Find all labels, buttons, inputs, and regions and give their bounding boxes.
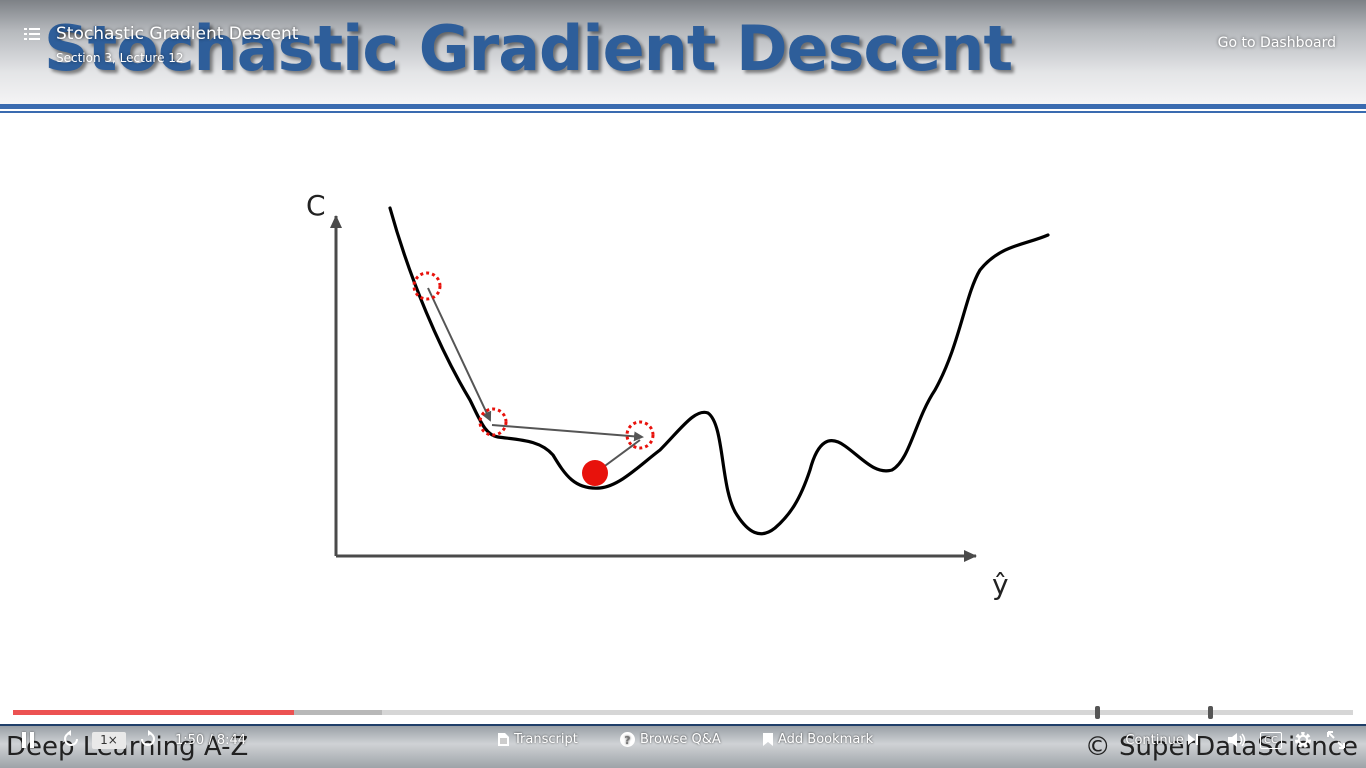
question-icon: ? <box>620 732 635 747</box>
slide-header-divider-thin <box>0 111 1366 113</box>
slide-footer-course: Deep Learning A-Z <box>6 732 249 762</box>
step-point-1 <box>412 271 442 301</box>
rewind-icon[interactable] <box>62 730 80 752</box>
add-bookmark-label: Add Bookmark <box>778 732 874 747</box>
browse-qa-label: Browse Q&A <box>640 732 721 747</box>
pause-icon[interactable] <box>22 732 36 748</box>
svg-text:?: ? <box>624 734 630 747</box>
settings-gear-icon[interactable] <box>1294 731 1312 753</box>
transcript-icon <box>498 733 509 746</box>
current-position-ball <box>582 460 608 486</box>
bookmark-icon <box>763 733 773 746</box>
playback-time: 1:50 / 8:44 <box>175 733 247 748</box>
curriculum-menu-icon[interactable] <box>24 28 40 42</box>
progress-played <box>13 710 295 715</box>
add-bookmark-button[interactable]: Add Bookmark <box>763 732 873 747</box>
fullscreen-icon[interactable] <box>1327 731 1345 753</box>
video-progress-bar[interactable] <box>13 706 1353 719</box>
browse-qa-button[interactable]: ? Browse Q&A <box>620 732 721 747</box>
transcript-label: Transcript <box>514 732 578 747</box>
bookmark-marker[interactable] <box>1208 706 1213 719</box>
forward-icon[interactable] <box>139 730 157 752</box>
step-arrow-1 <box>427 287 492 422</box>
slide-header: Stochastic Gradient Descent <box>0 0 1366 104</box>
continue-label: Continue <box>1125 733 1184 748</box>
cost-curve <box>388 206 1050 536</box>
step-arrow-2 <box>491 424 644 442</box>
transcript-button[interactable]: Transcript <box>498 732 578 747</box>
skip-next-icon <box>1188 734 1198 745</box>
playback-speed-button[interactable]: 1× <box>92 732 126 749</box>
player-top-bar: Stochastic Gradient Descent Section 3, L… <box>0 0 1366 90</box>
go-to-dashboard-link[interactable]: Go to Dashboard <box>1217 35 1336 51</box>
closed-captions-button[interactable]: CC <box>1260 732 1282 749</box>
continue-button[interactable]: Continue <box>1125 733 1198 748</box>
player-control-bar: Deep Learning A-Z © SuperDataScience 1× … <box>0 724 1366 768</box>
step-point-3 <box>625 420 655 450</box>
slide-header-divider <box>0 104 1366 109</box>
slide-footer-copyright: © SuperDataScience <box>1084 732 1358 762</box>
slide-title: Stochastic Gradient Descent <box>44 12 1013 85</box>
step-point-2 <box>478 407 508 437</box>
bookmark-marker[interactable] <box>1095 706 1100 719</box>
x-axis-label: ŷ <box>992 568 1009 601</box>
lecture-title: Stochastic Gradient Descent <box>56 24 299 44</box>
volume-icon[interactable] <box>1228 732 1246 752</box>
lecture-subtitle: Section 3, Lecture 12 <box>56 51 184 65</box>
y-axis-label: C <box>306 189 326 222</box>
